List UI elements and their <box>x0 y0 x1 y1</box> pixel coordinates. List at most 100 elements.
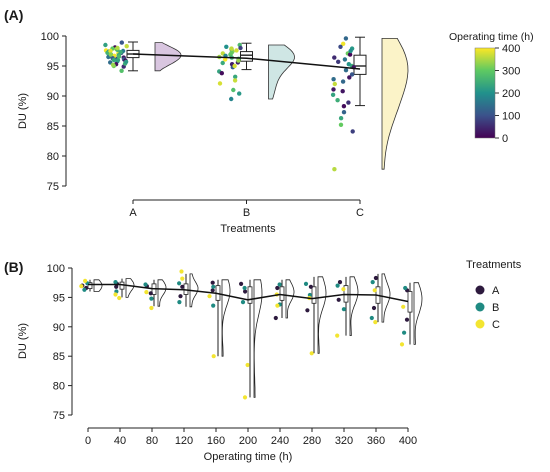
panel-a-point <box>336 59 341 64</box>
panel-a-point <box>224 44 229 49</box>
colorbar-title: Operating time (h) <box>449 31 534 43</box>
panel-b-box <box>407 291 413 313</box>
panel-b-point-A <box>404 317 410 322</box>
panel-b-point-A <box>210 280 215 285</box>
panel-b-point-C <box>179 269 184 274</box>
panel-b-cloud <box>157 279 167 307</box>
panel-b-point-B <box>113 280 118 285</box>
panel-b-point-C <box>113 292 118 297</box>
panel-b-point-C <box>341 287 346 292</box>
panel-a-point <box>237 91 242 96</box>
panel-b-point-B <box>82 287 87 292</box>
panel-a-point <box>341 104 347 109</box>
panel-a-point <box>119 40 125 45</box>
panel-b-ytick-label: 100 <box>47 263 65 275</box>
panel-a-clouds <box>154 38 409 170</box>
panel-a-ytick-label: 95 <box>47 61 59 73</box>
panel-b-point-C <box>207 294 212 299</box>
panel-b-x-ticks: 0 40 80 120 160 200 240 280 320 360 400 <box>85 428 417 447</box>
panel-a-point <box>229 96 234 102</box>
panel-b-xtick-label: 80 <box>146 435 158 447</box>
panel-b-point-B <box>240 300 246 305</box>
panel-b-box <box>247 286 253 304</box>
panel-a-ytick-label: 90 <box>47 91 59 103</box>
panel-a-point <box>234 48 239 53</box>
panel-a-point <box>347 75 352 80</box>
panel-b-cloud <box>93 279 103 292</box>
panel-b-xtick-label: 0 <box>85 435 91 447</box>
panel-a-point <box>342 57 348 62</box>
panel-a-boxes <box>126 36 367 107</box>
panel-b-point-A <box>373 275 378 281</box>
panel-b-point-B <box>177 281 182 286</box>
panel-b-point-A <box>308 284 313 289</box>
panel-b-xtick-label: 360 <box>367 435 385 447</box>
panel-b-point-B <box>335 283 340 288</box>
panel-a-xtick-label: A <box>129 207 137 219</box>
panel-b-point-B <box>211 303 216 308</box>
panel-a-point <box>232 78 238 83</box>
panel-a-point <box>119 68 124 74</box>
panel-a-point <box>233 74 238 80</box>
panel-b-cloud <box>253 279 263 398</box>
panel-a-mean-line <box>132 53 361 70</box>
panel-a-point <box>330 92 336 98</box>
panel-b-xtick-label: 160 <box>207 435 225 447</box>
panel-b-point-C <box>83 278 88 283</box>
panel-b-cloud <box>125 278 135 298</box>
panel-b-point-A <box>273 315 278 321</box>
panel-a-point <box>331 77 336 82</box>
panel-b-xtick-label: 240 <box>271 435 289 447</box>
panel-b-cloud <box>381 273 391 323</box>
panel-b-point-A <box>114 284 119 289</box>
panel-b-xtick-label: 280 <box>303 435 321 447</box>
panel-b-point-A <box>178 294 183 299</box>
panel-b-cloud <box>413 282 423 345</box>
colorbar-tick-label: 100 <box>502 111 520 123</box>
panel-b-point-C <box>211 354 216 359</box>
panel-b-point-C <box>144 290 149 295</box>
panel-b-box <box>87 282 93 289</box>
panel-a-point <box>116 54 122 59</box>
colorbar <box>474 47 496 139</box>
panel-b-point-B <box>211 284 216 289</box>
panel-a-point <box>103 42 108 48</box>
legend-marker-B <box>475 302 485 312</box>
panel-a-box-B <box>240 51 253 62</box>
panel-a-xtick-label: B <box>243 207 250 219</box>
colorbar-ticks: 400 300 200 100 0 <box>495 43 520 145</box>
panel-a-xlabel: Treatments <box>220 223 276 235</box>
panel-a-cloud-A <box>154 42 182 72</box>
panel-a-point <box>123 59 129 64</box>
panel-b-point-C <box>149 305 154 311</box>
panel-a-point <box>349 72 355 77</box>
panel-b-ytick-label: 90 <box>53 322 65 334</box>
panel-b-point-B <box>143 282 148 287</box>
panel-b-y-ticks: 75 80 85 90 95 100 <box>47 263 72 422</box>
panel-a-point <box>217 81 223 86</box>
panel-a-point <box>115 45 120 51</box>
panel-a-point <box>229 50 234 55</box>
panel-a-point <box>115 57 121 63</box>
panel-b-xtick-label: 200 <box>239 435 257 447</box>
panel-b-point-C <box>335 333 340 338</box>
panel-b-xtick-label: 40 <box>114 435 126 447</box>
panel-a-point <box>236 58 241 63</box>
colorbar-tick-label: 0 <box>502 133 508 145</box>
panel-b-point-B <box>369 315 374 321</box>
panel-b-point-C <box>401 304 406 309</box>
colorbar-tick-label: 200 <box>502 88 520 100</box>
panel-a-point <box>335 98 340 103</box>
panel-a-ylabel: DU (%) <box>17 93 29 129</box>
panel-a-point <box>220 60 225 66</box>
panel-b-ytick-label: 75 <box>53 410 65 422</box>
panel-b-point-C <box>242 395 248 400</box>
panel-b-point-B <box>370 280 375 285</box>
panel-a-point <box>110 62 116 67</box>
panel-a-x-ticks: A B C <box>129 200 364 219</box>
panel-a-cloud-C <box>381 38 409 170</box>
panel-b-point-B <box>341 307 346 312</box>
panel-b-point-B <box>403 285 408 291</box>
panel-b-mean-line <box>88 283 409 303</box>
